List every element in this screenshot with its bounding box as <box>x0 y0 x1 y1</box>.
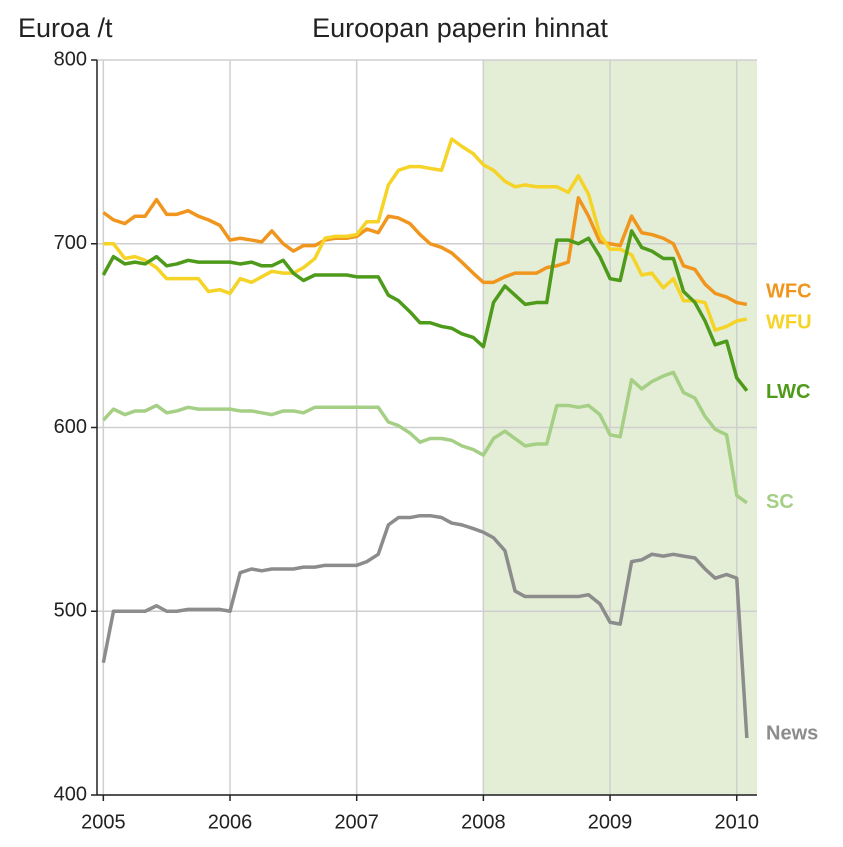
y-tick-label: 500 <box>54 600 87 622</box>
x-tick-label: 2010 <box>714 811 759 833</box>
series-line <box>101 229 749 392</box>
x-tick-label: 2006 <box>208 811 253 833</box>
y-tick-label: 700 <box>54 232 87 254</box>
series-label: WFU <box>766 311 812 333</box>
x-tick-label: 2005 <box>81 811 126 833</box>
series-label: SC <box>766 491 794 513</box>
series-line <box>102 196 748 307</box>
series-line <box>103 137 748 332</box>
chart-title: Euroopan paperin hinnat <box>312 13 608 43</box>
series-line <box>102 370 748 505</box>
x-tick-label: 2008 <box>461 811 506 833</box>
y-tick-label: 600 <box>54 416 87 438</box>
y-tick-label: 800 <box>54 48 87 70</box>
series-label: News <box>766 722 818 744</box>
y-tick-label: 400 <box>54 783 87 805</box>
x-tick-label: 2007 <box>334 811 379 833</box>
series-line <box>101 513 749 739</box>
series-label: LWC <box>766 381 810 403</box>
series-label: WFC <box>766 281 812 303</box>
x-tick-label: 2009 <box>588 811 633 833</box>
y-axis-label: Euroa /t <box>18 13 113 43</box>
